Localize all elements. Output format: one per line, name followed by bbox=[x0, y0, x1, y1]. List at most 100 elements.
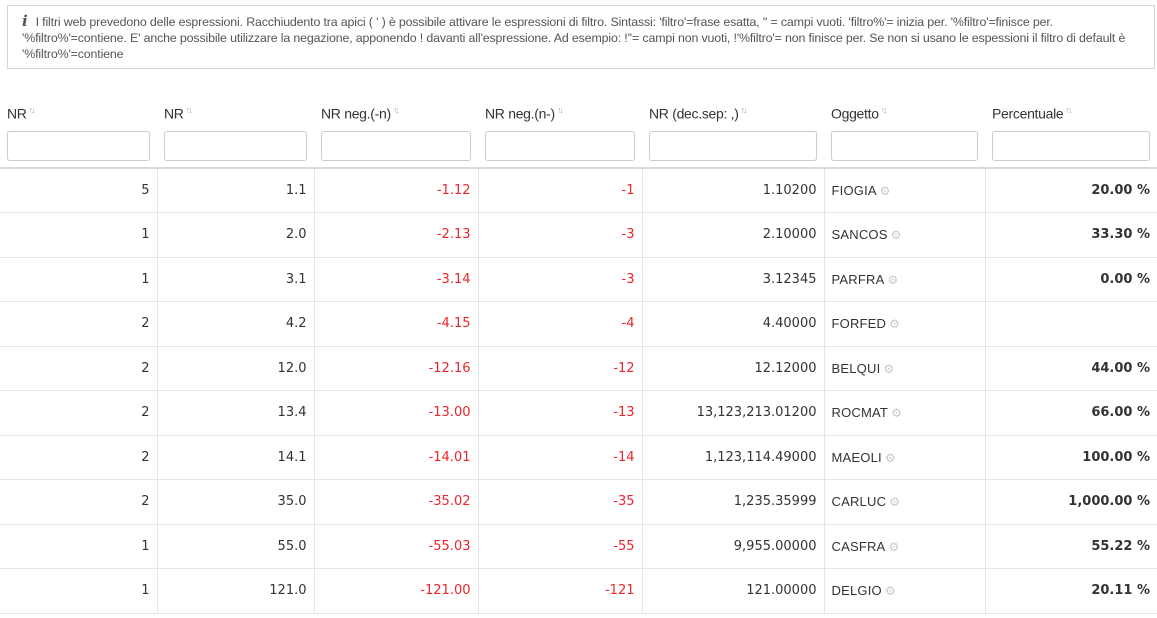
column-label: Percentuale bbox=[992, 105, 1064, 122]
cell-nr-2: 55.0 bbox=[157, 524, 315, 569]
table-row[interactable]: 2 4.2 -4.15 -4 4.40000 FORFED ⚙ bbox=[0, 301, 1157, 347]
cell-oggetto: CARLUC ⚙ bbox=[824, 479, 986, 525]
object-code: BELQUI bbox=[831, 360, 881, 376]
cell-nr-2: 12.0 bbox=[157, 346, 315, 391]
object-code: FIOGIA bbox=[831, 183, 877, 198]
cell-nr-dec-sep: 1,235.35999 bbox=[642, 479, 825, 525]
info-icon: i bbox=[22, 12, 28, 30]
filter-input-percentuale[interactable] bbox=[992, 131, 1150, 161]
filter-input-nr[interactable] bbox=[7, 131, 150, 161]
table-row[interactable]: 1 2.0 -2.13 -3 2.10000 SANCOS ⚙ 33.30 % bbox=[0, 212, 1157, 258]
table-row[interactable]: 5 1.1 -1.12 -1 1.10200 FIOGIA ⚙ 20.00 % bbox=[0, 168, 1157, 213]
column-label: NR (dec.sep: ,) bbox=[649, 105, 739, 122]
column-header-nr-2[interactable]: NR ↑↓ bbox=[157, 97, 314, 168]
filter-info-text: I filtri web prevedono delle espressioni… bbox=[22, 15, 1126, 61]
cell-nr-dec-sep: 12.12000 bbox=[642, 346, 825, 391]
column-label: NR neg.(n-) bbox=[485, 105, 555, 122]
column-header-oggetto[interactable]: Oggetto ↑↓ bbox=[824, 97, 985, 168]
cell-nr-2: 1.1 bbox=[157, 168, 315, 213]
column-header-nr-dec-sep[interactable]: NR (dec.sep: ,) ↑↓ bbox=[642, 97, 824, 168]
filter-input-nr-2[interactable] bbox=[164, 131, 307, 161]
cell-nr-2: 4.2 bbox=[157, 301, 315, 347]
column-label: NR bbox=[164, 105, 184, 122]
gear-icon[interactable]: ⚙ bbox=[879, 184, 891, 198]
gear-icon[interactable]: ⚙ bbox=[891, 406, 903, 421]
cell-percentuale: 20.11 % bbox=[985, 568, 1157, 614]
cell-percentuale: 33.30 % bbox=[985, 212, 1157, 258]
cell-nr: 2 bbox=[0, 479, 158, 525]
cell-oggetto: BELQUI ⚙ bbox=[824, 346, 986, 391]
cell-nr-neg-minus-n: -55.03 bbox=[314, 524, 479, 569]
table-row[interactable]: 2 13.4 -13.00 -13 13,123,213.01200 ROCMAT ⚙ 66.… bbox=[0, 390, 1157, 436]
gear-icon[interactable]: ⚙ bbox=[884, 584, 896, 599]
cell-percentuale: 55.22 % bbox=[985, 524, 1157, 569]
gear-icon[interactable]: ⚙ bbox=[889, 495, 901, 510]
cell-nr-neg-minus-n: -3.14 bbox=[314, 257, 479, 302]
column-label: NR bbox=[7, 105, 27, 122]
cell-nr: 2 bbox=[0, 301, 158, 347]
cell-nr-neg-n-minus: -12 bbox=[478, 346, 643, 391]
cell-nr-neg-minus-n: -13.00 bbox=[314, 390, 479, 436]
cell-nr: 2 bbox=[0, 390, 158, 436]
table-row[interactable]: 2 35.0 -35.02 -35 1,235.35999 CARLUC ⚙ 1,000.00… bbox=[0, 479, 1157, 525]
cell-percentuale: 66.00 % bbox=[985, 390, 1157, 436]
filter-input-nr-dec-sep[interactable] bbox=[649, 131, 817, 161]
cell-nr: 1 bbox=[0, 212, 158, 258]
sort-arrows-icon[interactable]: ↑↓ bbox=[28, 105, 36, 115]
cell-nr-neg-minus-n: -14.01 bbox=[314, 435, 479, 480]
cell-percentuale: 100.00 % bbox=[985, 435, 1157, 480]
cell-nr-neg-minus-n: -121.00 bbox=[314, 568, 479, 614]
column-header-percentuale[interactable]: Percentuale ↑↓ bbox=[985, 97, 1157, 168]
table-row[interactable]: 2 14.1 -14.01 -14 1,123,114.49000 MAEOLI ⚙ 100.… bbox=[0, 435, 1157, 480]
sort-arrows-icon[interactable]: ↑↓ bbox=[1065, 105, 1072, 115]
cell-nr: 2 bbox=[0, 435, 158, 480]
object-code: DELGIO bbox=[831, 583, 882, 599]
object-code: SANCOS bbox=[831, 227, 888, 243]
cell-oggetto: PARFRA ⚙ bbox=[824, 257, 986, 302]
cell-nr-neg-n-minus: -1 bbox=[478, 168, 643, 213]
gear-icon[interactable]: ⚙ bbox=[887, 272, 899, 287]
filter-input-oggetto[interactable] bbox=[831, 131, 978, 161]
table-row[interactable]: 1 55.0 -55.03 -55 9,955.00000 CASFRA ⚙ 55.22 % bbox=[0, 524, 1157, 569]
gear-icon[interactable]: ⚙ bbox=[889, 317, 901, 332]
cell-percentuale: 44.00 % bbox=[985, 346, 1157, 391]
cell-nr-neg-n-minus: -35 bbox=[478, 479, 643, 525]
table-row[interactable]: 1 121.0 -121.00 -121 121.00000 DELGIO ⚙ 20.11 % bbox=[0, 568, 1157, 614]
cell-nr-neg-n-minus: -3 bbox=[478, 212, 643, 258]
column-label: NR neg.(-n) bbox=[321, 105, 391, 122]
filter-input-nr-neg-n-minus[interactable] bbox=[485, 131, 635, 161]
column-header-nr[interactable]: NR ↑↓ bbox=[0, 97, 157, 168]
sort-arrows-icon[interactable]: ↑↓ bbox=[392, 105, 400, 115]
sort-arrows-icon[interactable]: ↑↓ bbox=[740, 105, 748, 115]
cell-percentuale: 20.00 % bbox=[985, 168, 1157, 213]
filter-input-nr-neg-minus-n[interactable] bbox=[321, 131, 471, 161]
gear-icon[interactable]: ⚙ bbox=[888, 539, 900, 554]
sort-arrows-icon[interactable]: ↑↓ bbox=[185, 105, 193, 115]
cell-nr: 2 bbox=[0, 346, 158, 391]
header-row: NR ↑↓ NR ↑↓ NR neg.(-n) ↑↓ NR neg.(n-) ↑↓ NR… bbox=[0, 97, 1157, 168]
cell-nr-neg-n-minus: -121 bbox=[478, 568, 643, 614]
cell-nr-dec-sep: 1,123,114.49000 bbox=[642, 435, 825, 480]
table-body: 5 1.1 -1.12 -1 1.10200 FIOGIA ⚙ 20.00 % 1 2.0 -2.1… bbox=[0, 168, 1157, 614]
gear-icon[interactable]: ⚙ bbox=[884, 450, 896, 465]
cell-oggetto: DELGIO ⚙ bbox=[824, 568, 986, 614]
cell-percentuale bbox=[985, 301, 1157, 347]
cell-nr-2: 14.1 bbox=[157, 435, 315, 480]
column-header-nr-neg-minus-n[interactable]: NR neg.(-n) ↑↓ bbox=[314, 97, 478, 168]
cell-nr-2: 2.0 bbox=[157, 212, 315, 258]
table-row[interactable]: 1 3.1 -3.14 -3 3.12345 PARFRA ⚙ 0.00 % bbox=[0, 257, 1157, 302]
gear-icon[interactable]: ⚙ bbox=[890, 228, 902, 243]
data-table: NR ↑↓ NR ↑↓ NR neg.(-n) ↑↓ NR neg.(n-) ↑↓ NR… bbox=[0, 97, 1157, 614]
cell-nr-neg-n-minus: -13 bbox=[478, 390, 643, 436]
object-code: CASFRA bbox=[831, 538, 886, 554]
sort-arrows-icon[interactable]: ↑↓ bbox=[880, 105, 888, 115]
cell-oggetto: CASFRA ⚙ bbox=[824, 524, 986, 569]
sort-arrows-icon[interactable]: ↑↓ bbox=[556, 105, 564, 115]
cell-oggetto: ROCMAT ⚙ bbox=[824, 390, 986, 436]
table-row[interactable]: 2 12.0 -12.16 -12 12.12000 BELQUI ⚙ 44.00 % bbox=[0, 346, 1157, 391]
gear-icon[interactable]: ⚙ bbox=[883, 361, 895, 376]
cell-nr-2: 13.4 bbox=[157, 390, 315, 436]
object-code: FORFED bbox=[831, 316, 887, 332]
column-header-nr-neg-n-minus[interactable]: NR neg.(n-) ↑↓ bbox=[478, 97, 642, 168]
object-code: PARFRA bbox=[831, 271, 885, 287]
